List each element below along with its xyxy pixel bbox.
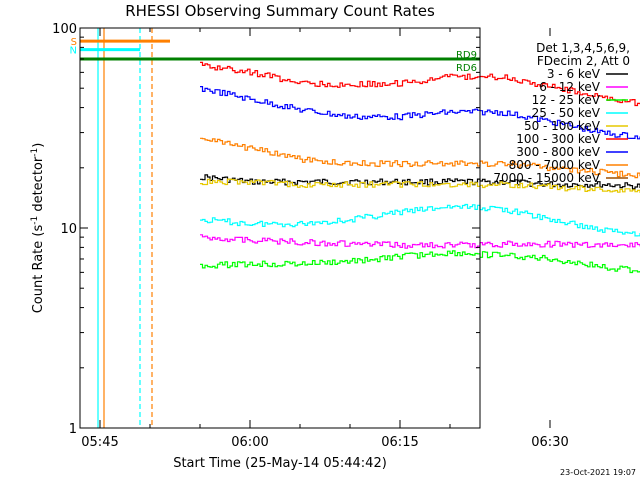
series-line-3 bbox=[200, 203, 640, 237]
legend: Det 1,3,4,5,6,9, FDecim 2, Att 0 3 - 6 k… bbox=[493, 41, 630, 185]
series-line-2 bbox=[200, 250, 640, 274]
y-tick-label-2: 100 bbox=[52, 22, 77, 37]
legend-label-3: 25 - 50 keV bbox=[532, 106, 601, 120]
y-tick-label-1: 10 bbox=[60, 222, 77, 237]
x-axis-label: Start Time (25-May-14 05:44:42) bbox=[173, 456, 387, 471]
y-axis-label-sup1: -1 bbox=[30, 216, 40, 225]
y-axis-label-sup2: -1 bbox=[30, 148, 40, 157]
series-line-5 bbox=[200, 61, 640, 107]
flag-label-0: S bbox=[71, 37, 77, 48]
x-tick-label-1: 06:00 bbox=[231, 435, 268, 450]
y-axis-label-pre: Count Rate (s bbox=[31, 225, 46, 314]
series-line-6 bbox=[200, 85, 640, 140]
legend-label-4: 50 - 100 keV bbox=[524, 119, 601, 133]
x-tick-label-0: 05:45 bbox=[81, 435, 118, 450]
series-line-0 bbox=[200, 174, 640, 190]
y-tick-label-0: 1 bbox=[69, 422, 77, 437]
flag-label-4: RD6 bbox=[456, 63, 477, 74]
footer-date: 23-Oct-2021 19:07 bbox=[560, 468, 636, 477]
series-line-1 bbox=[200, 234, 640, 249]
legend-label-8: 7000 - 15000 keV bbox=[493, 171, 600, 185]
legend-header-line-2: FDecim 2, Att 0 bbox=[537, 54, 630, 68]
y-axis-label-mid: detector bbox=[31, 156, 46, 216]
axes-layer: 05:4506:0006:1506:3006:4507:0007:1511010… bbox=[52, 22, 569, 450]
y-axis-label-post: ) bbox=[31, 143, 46, 148]
legend-label-6: 300 - 800 keV bbox=[516, 145, 600, 159]
legend-label-0: 3 - 6 keV bbox=[547, 67, 601, 81]
flag-label-1: N bbox=[70, 46, 77, 57]
data-layer: SN RD9 RD6 bbox=[70, 28, 640, 428]
legend-label-1: 6 - 12 keV bbox=[539, 80, 601, 94]
series-line-7 bbox=[200, 137, 640, 179]
legend-label-5: 100 - 300 keV bbox=[516, 132, 600, 146]
flag-label-3: RD9 bbox=[456, 50, 477, 61]
legend-header-line-1: Det 1,3,4,5,6,9, bbox=[536, 41, 630, 55]
x-tick-label-3: 06:30 bbox=[531, 435, 568, 450]
legend-label-7: 800 - 7000 keV bbox=[509, 158, 601, 172]
series-line-4 bbox=[200, 178, 640, 193]
legend-label-2: 12 - 25 keV bbox=[532, 93, 601, 107]
y-axis-label: Count Rate (s-1 detector-1) bbox=[30, 143, 46, 314]
x-tick-label-2: 06:15 bbox=[381, 435, 418, 450]
chart-title: RHESSI Observing Summary Count Rates bbox=[125, 2, 435, 20]
